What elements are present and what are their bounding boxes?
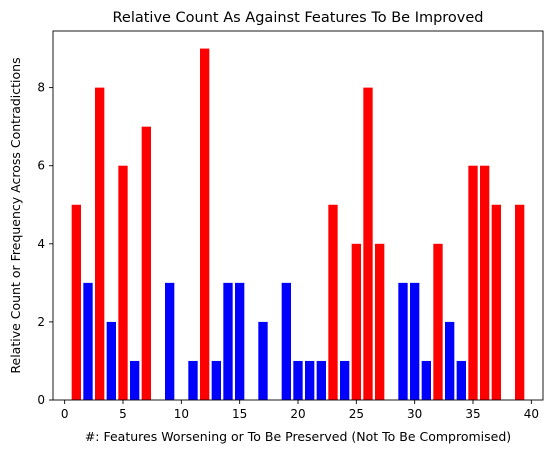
bar-red-x7	[141, 126, 151, 401]
bar-blue-x4	[106, 321, 116, 400]
bar-blue-x34	[456, 360, 466, 400]
x-tick-label: 20	[290, 407, 305, 421]
bar-blue-x9	[165, 282, 175, 400]
bar-blue-x17	[258, 321, 268, 400]
bar-red-x39	[515, 204, 525, 400]
x-tick-label: 5	[119, 407, 127, 421]
x-tick-label: 25	[349, 407, 364, 421]
bar-red-x3	[95, 87, 105, 401]
y-tick-label: 2	[37, 315, 45, 329]
bar-blue-x33	[445, 321, 455, 400]
bar-blue-x2	[83, 282, 93, 400]
bar-blue-x13	[211, 360, 221, 400]
y-tick-label: 6	[37, 159, 45, 173]
x-tick-label: 40	[524, 407, 539, 421]
x-axis-ticks: 0 5 10 15 20 25 30 35 40	[61, 400, 539, 421]
bar-red-x36	[480, 165, 490, 400]
x-tick-label: 15	[232, 407, 247, 421]
y-tick-label: 4	[37, 237, 45, 251]
bar-blue-x11	[188, 360, 198, 400]
x-tick-label: 0	[61, 407, 69, 421]
y-axis-label: Relative Count or Frequency Across Contr…	[8, 57, 23, 373]
bar-blue-x20	[293, 360, 303, 400]
bar-red-x26	[363, 87, 373, 401]
bar-blue-x24	[340, 360, 350, 400]
bar-red-x23	[328, 204, 338, 400]
bar-red-x5	[118, 165, 128, 400]
bar-red-x12	[200, 48, 210, 400]
bar-blue-x19	[281, 282, 291, 400]
bar-blue-x14	[223, 282, 233, 400]
x-axis-label: #: Features Worsening or To Be Preserved…	[85, 429, 511, 444]
bars-layer	[71, 48, 525, 401]
bar-red-x37	[491, 204, 501, 400]
bar-red-x1	[71, 204, 81, 400]
chart-title: Relative Count As Against Features To Be…	[112, 10, 483, 26]
y-axis-ticks: 0 2 4 6 8	[37, 81, 53, 407]
bar-red-x25	[351, 243, 361, 400]
bar-red-x27	[375, 243, 385, 400]
bar-red-x35	[468, 165, 478, 400]
bar-blue-x30	[410, 282, 420, 400]
bar-blue-x6	[130, 360, 140, 400]
bar-blue-x31	[421, 360, 431, 400]
x-tick-label: 30	[407, 407, 422, 421]
y-tick-label: 8	[37, 81, 45, 95]
bar-blue-x29	[398, 282, 408, 400]
y-tick-label: 0	[37, 393, 45, 407]
bar-red-x32	[433, 243, 443, 400]
x-tick-label: 35	[465, 407, 480, 421]
bar-blue-x21	[305, 360, 315, 400]
x-tick-label: 10	[174, 407, 189, 421]
bar-blue-x15	[235, 282, 245, 400]
bar-blue-x22	[316, 360, 326, 400]
